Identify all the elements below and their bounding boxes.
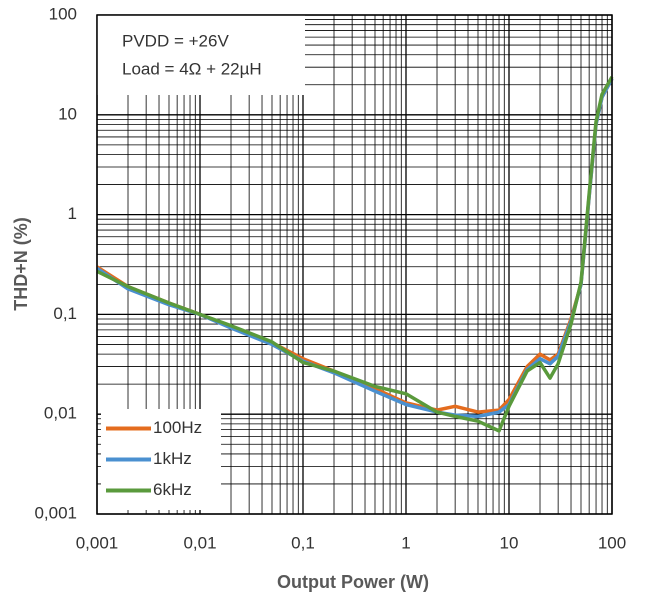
y-tick-label: 0,01 xyxy=(44,404,77,423)
x-tick-label: 0,001 xyxy=(76,533,119,552)
grid xyxy=(96,14,613,515)
y-tick-label: 10 xyxy=(58,104,77,123)
x-tick-label: 1 xyxy=(401,533,410,552)
series-line xyxy=(96,76,614,433)
legend-label: 6kHz xyxy=(153,480,192,499)
y-tick-label: 100 xyxy=(49,4,77,23)
annotation-box xyxy=(97,15,305,95)
y-tick-label: 1 xyxy=(68,204,77,223)
plot-frame xyxy=(96,14,613,515)
annotation: Load = 4Ω + 22µH xyxy=(122,59,262,78)
x-tick-label: 10 xyxy=(500,533,519,552)
x-tick-label: 0,01 xyxy=(183,533,216,552)
x-tick-label: 0,1 xyxy=(291,533,315,552)
y-tick-label: 0,001 xyxy=(34,503,77,522)
y-axis-title: THD+N (%) xyxy=(11,217,31,311)
y-tick-label: 0,1 xyxy=(53,304,77,323)
legend-label: 1kHz xyxy=(153,449,192,468)
annotation: PVDD = +26V xyxy=(122,31,229,50)
x-tick-label: 100 xyxy=(598,533,626,552)
legend-label: 100Hz xyxy=(153,418,202,437)
legend: 100Hz 1kHz 6kHz xyxy=(101,409,221,510)
x-axis-title: Output Power (W) xyxy=(277,572,429,592)
lines xyxy=(96,76,614,433)
